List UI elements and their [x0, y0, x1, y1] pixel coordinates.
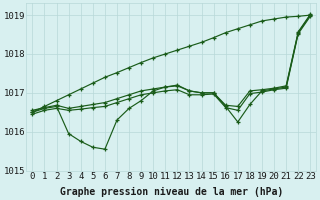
X-axis label: Graphe pression niveau de la mer (hPa): Graphe pression niveau de la mer (hPa): [60, 186, 283, 197]
